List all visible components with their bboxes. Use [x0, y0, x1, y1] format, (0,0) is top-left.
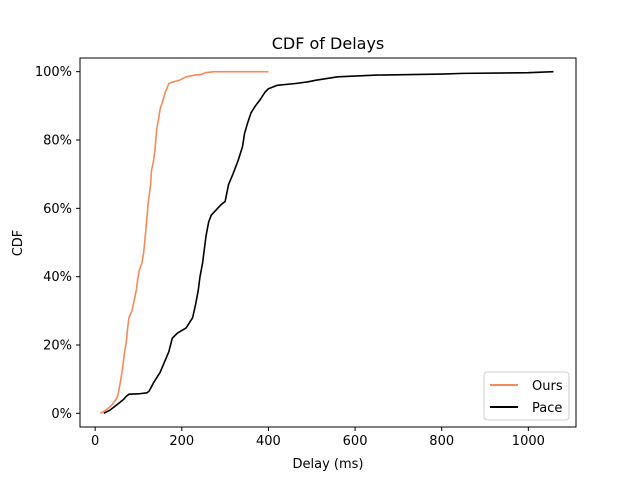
- legend-label-pace: Pace: [532, 401, 562, 416]
- y-tick-label: 80%: [43, 134, 72, 149]
- x-tick-label: 400: [256, 434, 281, 449]
- series-layer: [99, 70, 554, 415]
- x-tick-label: 600: [343, 434, 368, 449]
- x-tick-label: 0: [91, 434, 99, 449]
- series-line-pace: [103, 70, 554, 415]
- plot-frame: [79, 57, 577, 428]
- x-tick-label: 1000: [512, 434, 545, 449]
- y-axis: 0% 20% 40% 60% 80% 100%: [35, 65, 80, 422]
- y-axis-label: CDF: [11, 230, 26, 257]
- legend-label-ours: Ours: [532, 379, 563, 394]
- x-axis-label: Delay (ms): [293, 457, 364, 472]
- y-tick-label: 0%: [51, 407, 72, 422]
- y-tick-label: 20%: [43, 339, 72, 354]
- x-tick-label: 200: [169, 434, 194, 449]
- y-tick-label: 40%: [43, 270, 72, 285]
- chart-title: CDF of Delays: [272, 34, 385, 53]
- series-line-ours: [99, 70, 269, 415]
- y-tick-label: 60%: [43, 202, 72, 217]
- legend: Ours Pace: [483, 371, 570, 421]
- x-tick-label: 800: [429, 434, 454, 449]
- y-tick-label: 100%: [35, 65, 72, 80]
- x-axis: 0 200 400 600 800 1000: [91, 427, 545, 449]
